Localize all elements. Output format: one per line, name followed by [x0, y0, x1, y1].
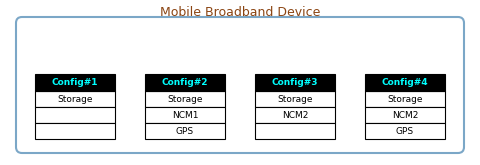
Text: Storage: Storage: [277, 95, 313, 103]
Bar: [145, 123, 225, 139]
Bar: [35, 123, 115, 139]
Text: Storage: Storage: [387, 95, 423, 103]
Text: NCM2: NCM2: [282, 111, 308, 119]
Bar: [35, 74, 115, 91]
Text: Config#2: Config#2: [162, 78, 208, 87]
Bar: [255, 123, 335, 139]
Bar: [35, 91, 115, 107]
Bar: [35, 107, 115, 123]
Bar: [365, 123, 445, 139]
Text: Config#1: Config#1: [52, 78, 98, 87]
Text: NCM2: NCM2: [392, 111, 418, 119]
FancyBboxPatch shape: [16, 17, 464, 153]
Text: GPS: GPS: [396, 127, 414, 135]
Text: Config#4: Config#4: [382, 78, 428, 87]
Text: NCM1: NCM1: [172, 111, 198, 119]
Bar: [145, 91, 225, 107]
Bar: [255, 91, 335, 107]
Text: Config#3: Config#3: [272, 78, 318, 87]
Text: Mobile Broadband Device: Mobile Broadband Device: [160, 6, 320, 19]
Text: Storage: Storage: [57, 95, 93, 103]
Bar: [365, 91, 445, 107]
Bar: [145, 74, 225, 91]
Text: GPS: GPS: [176, 127, 194, 135]
Bar: [255, 74, 335, 91]
Bar: [145, 107, 225, 123]
Bar: [365, 74, 445, 91]
Bar: [365, 107, 445, 123]
Text: Storage: Storage: [167, 95, 203, 103]
Bar: [255, 107, 335, 123]
